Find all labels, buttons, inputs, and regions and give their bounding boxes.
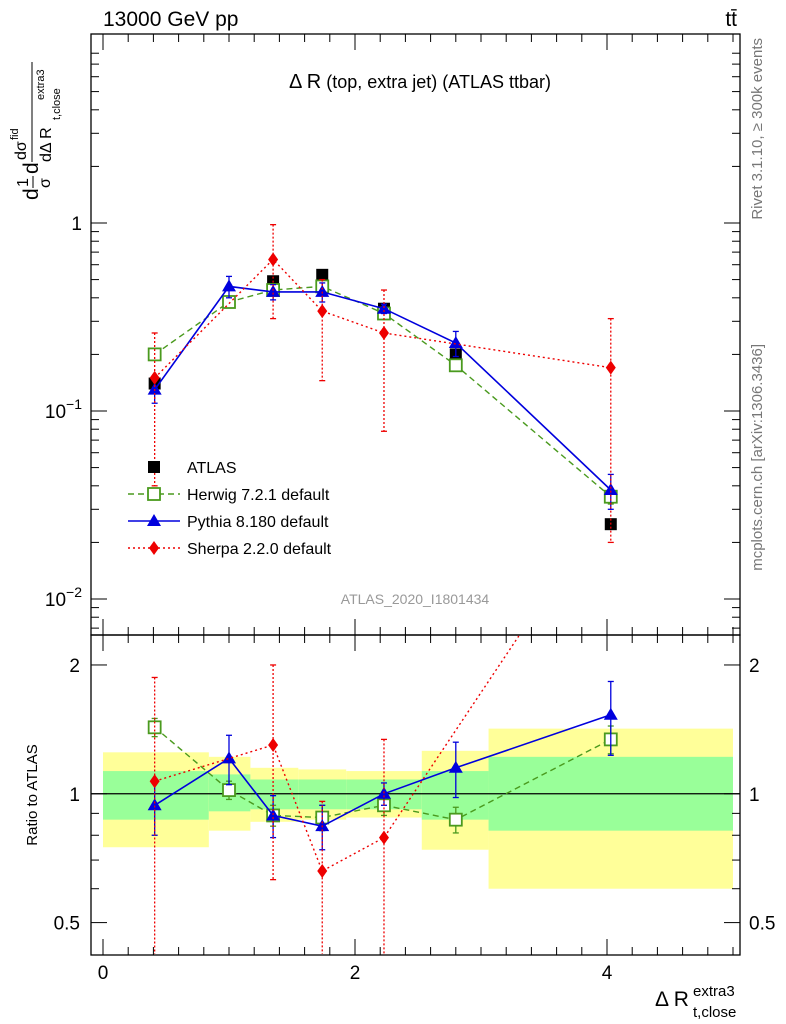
legend-marker (147, 487, 161, 501)
svg-text:σ: σ (37, 178, 54, 188)
data-point (378, 325, 389, 340)
side-label-rivet: Rivet 3.1.10, ≥ 300k events (749, 38, 766, 220)
data-point (603, 707, 618, 720)
svg-text:extra3: extra3 (693, 983, 735, 1000)
legend-entry: Pythia 8.180 default (128, 514, 329, 531)
ratio-uncertainty-bands (103, 728, 733, 889)
svg-text:d: d (20, 188, 43, 200)
svg-text:dσ: dσ (13, 141, 30, 160)
data-point (448, 358, 463, 373)
legend-label: Pythia 8.180 default (187, 514, 329, 531)
svg-text:dΔ R: dΔ R (38, 127, 55, 162)
series-line (154, 258, 611, 379)
data-point (147, 382, 162, 395)
data-point (603, 483, 618, 496)
svg-text:1: 1 (15, 178, 32, 187)
svg-text:d: d (20, 162, 43, 174)
chart-title: Δ R (top, extra jet) (ATLAS ttbar) (289, 71, 551, 93)
x-tick-label: 4 (602, 963, 613, 984)
ratio-y-tick-label-right: 1 (749, 785, 760, 806)
ratio-y-tick-label: 0.5 (54, 914, 80, 935)
data-point (448, 760, 463, 773)
data-point (315, 284, 330, 297)
main-series (147, 223, 618, 544)
data-point (316, 268, 329, 281)
axis-tick-labels: 1 10−1 10−2 0.5 0.5 1 1 2 2 0 2 4 (45, 214, 776, 984)
legend-marker (149, 541, 159, 555)
data-point (268, 738, 279, 753)
series-sherpa (149, 635, 520, 954)
data-point (266, 284, 281, 297)
y-tick-label: 1 (71, 214, 82, 235)
axis-ticks (91, 34, 740, 955)
y-tick-label: 10−2 (45, 584, 82, 611)
data-point (147, 798, 162, 811)
data-point (268, 252, 279, 267)
legend: ATLAS Herwig 7.2.1 default Pythia 8.180 de… (128, 460, 332, 558)
analysis-watermark: ATLAS_2020_I1801434 (341, 591, 490, 607)
ratio-y-axis-label: Ratio to ATLAS (24, 744, 41, 845)
svg-text:Δ R: Δ R (655, 988, 689, 1011)
legend-marker (147, 514, 161, 526)
ratio-series (147, 635, 618, 954)
data-point (378, 830, 389, 845)
data-point (222, 751, 236, 764)
data-point (448, 335, 463, 348)
energy-label: 13000 GeV pp (103, 8, 238, 31)
data-point (448, 812, 463, 827)
series-sherpa (149, 223, 616, 544)
ratio-y-tick-label-right: 2 (749, 656, 760, 677)
ratio-y-tick-label-right: 0.5 (749, 914, 775, 935)
ratio-y-tick-label: 1 (69, 785, 80, 806)
data-point (222, 783, 236, 798)
legend-marker (148, 461, 160, 473)
legend-entry: Sherpa 2.2.0 default (128, 541, 332, 558)
legend-label: ATLAS (187, 460, 237, 477)
legend-label: Sherpa 2.2.0 default (187, 541, 332, 558)
data-point (315, 819, 330, 832)
legend-label: Herwig 7.2.1 default (187, 487, 330, 504)
svg-text:t,close: t,close (51, 88, 63, 120)
svg-text:t,close: t,close (693, 1004, 736, 1021)
legend-entry: ATLAS (148, 460, 237, 477)
svg-text:extra3: extra3 (35, 69, 47, 100)
main-y-axis-label: d 1 σ d dσ fid dΔ R t,close extra3 (9, 62, 63, 200)
data-point (317, 304, 328, 319)
series-line (154, 635, 520, 872)
x-tick-label: 0 (98, 963, 109, 984)
ratio-y-tick-label: 2 (69, 656, 80, 677)
data-point (149, 370, 160, 385)
x-tick-label: 2 (350, 963, 361, 984)
legend-entry: Herwig 7.2.1 default (128, 487, 330, 504)
process-label: tt̄ (725, 8, 737, 31)
data-point (149, 774, 160, 789)
ratio-panel-frame (90, 634, 741, 956)
data-point (317, 864, 328, 879)
svg-text:fid: fid (9, 128, 21, 140)
side-label-mcplots: mcplots.cern.ch [arXiv:1306.3436] (749, 344, 766, 571)
x-axis-label: Δ R extra3 t,close (655, 983, 736, 1021)
data-point (605, 360, 616, 375)
y-tick-label: 10−1 (45, 396, 82, 423)
data-point (222, 279, 236, 292)
